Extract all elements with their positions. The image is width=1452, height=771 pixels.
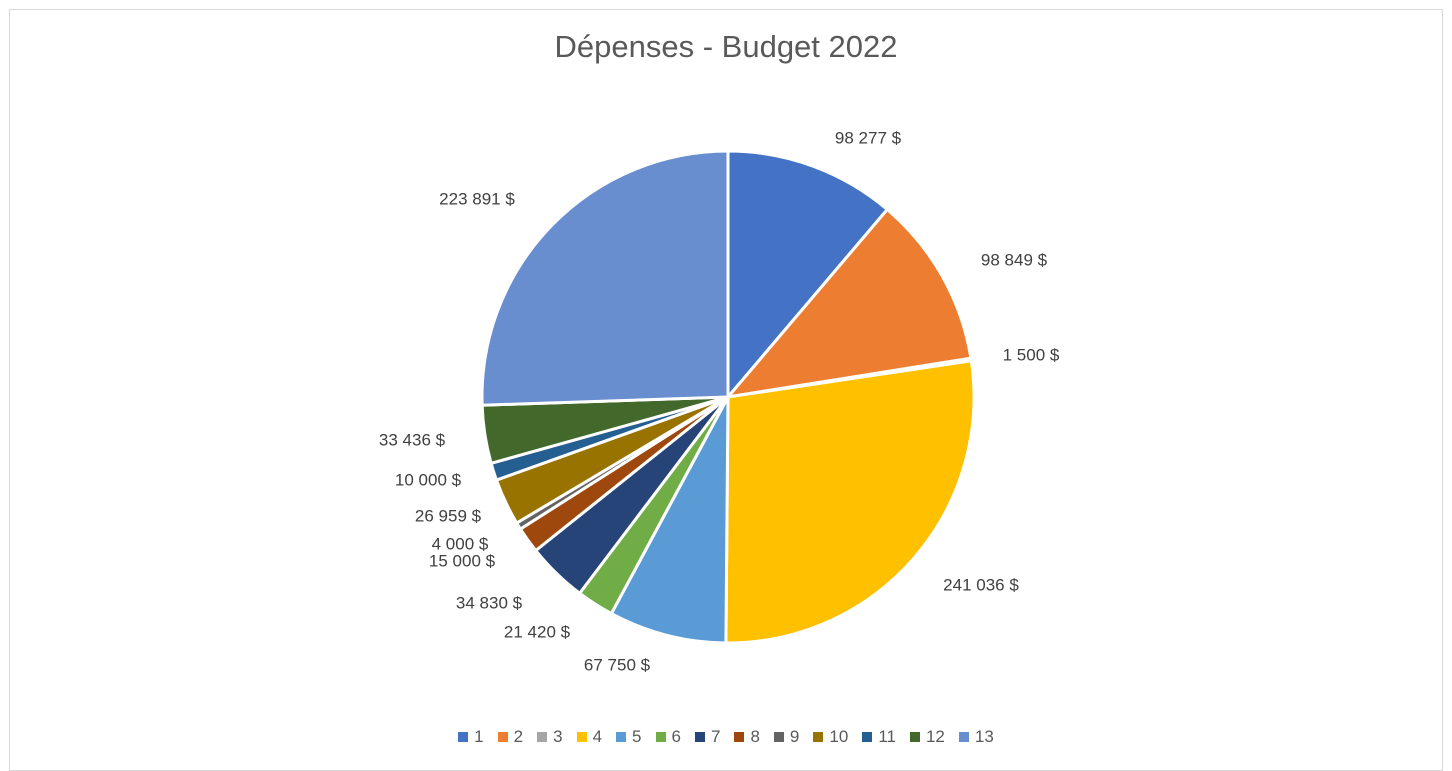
legend-label-2: 2 — [513, 727, 524, 746]
legend-swatch-7 — [694, 732, 705, 742]
data-label-3: 1 500 $ — [1003, 345, 1060, 364]
legend-item-8: 8 — [734, 727, 760, 747]
legend-item-2: 2 — [497, 727, 524, 747]
data-label-4: 241 036 $ — [943, 575, 1019, 594]
legend-label-13: 13 — [974, 727, 994, 746]
legend-item-9: 9 — [773, 727, 800, 747]
pie-slice-13 — [480, 149, 730, 407]
legend-item-13: 13 — [958, 727, 994, 747]
legend-swatch-13 — [958, 732, 969, 742]
legend-swatch-1 — [458, 732, 469, 742]
legend-item-4: 4 — [576, 727, 603, 747]
legend-label-10: 10 — [829, 727, 849, 746]
pie-slice-2 — [724, 207, 973, 400]
legend-label-6: 6 — [671, 727, 681, 746]
legend-swatch-8 — [734, 732, 745, 742]
legend-label-7: 7 — [710, 727, 721, 746]
legend-item-6: 6 — [655, 727, 681, 747]
data-label-7: 34 830 $ — [456, 593, 523, 612]
legend-label-3: 3 — [553, 727, 563, 746]
legend-item-3: 3 — [537, 727, 563, 747]
data-label-13: 223 891 $ — [439, 189, 515, 208]
pie-slice-5 — [609, 396, 730, 645]
legend-swatch-5 — [616, 732, 627, 742]
pie-slice-1 — [726, 149, 890, 402]
legend-label-1: 1 — [474, 727, 484, 746]
data-label-5: 67 750 $ — [584, 655, 651, 674]
legend-item-11: 11 — [862, 727, 896, 747]
chart-title: Dépenses - Budget 2022 — [554, 29, 898, 64]
legend-label-5: 5 — [632, 727, 642, 746]
data-label-8: 15 000 $ — [429, 551, 496, 570]
legend-swatch-3 — [537, 732, 548, 742]
legend-swatch-12 — [909, 732, 920, 742]
pie-slice-4 — [724, 359, 976, 645]
data-label-6: 21 420 $ — [504, 622, 571, 641]
legend-swatch-2 — [497, 732, 508, 742]
data-label-11: 10 000 $ — [395, 470, 462, 489]
data-label-12: 33 436 $ — [379, 430, 446, 449]
legend-item-7: 7 — [694, 727, 721, 747]
data-label-10: 26 959 $ — [415, 506, 482, 525]
data-label-2: 98 849 $ — [981, 250, 1048, 269]
legend-label-12: 12 — [925, 727, 945, 746]
legend-swatch-10 — [813, 732, 824, 742]
legend-item-1: 1 — [458, 727, 484, 747]
chart-legend: 1 2 3 4 5 6 7 8 9 10 11 12 13 — [0, 727, 1452, 747]
legend-swatch-4 — [576, 732, 587, 742]
legend-label-9: 9 — [789, 727, 800, 746]
legend-label-8: 8 — [750, 727, 760, 746]
legend-item-12: 12 — [909, 727, 945, 747]
data-label-9: 4 000 $ — [432, 534, 489, 553]
legend-swatch-11 — [862, 732, 873, 742]
legend-label-11: 11 — [878, 727, 896, 746]
legend-swatch-6 — [655, 732, 666, 742]
legend-item-10: 10 — [813, 727, 848, 747]
legend-label-4: 4 — [592, 727, 603, 746]
legend-item-5: 5 — [616, 727, 642, 747]
legend-swatch-9 — [773, 732, 784, 742]
data-label-1: 98 277 $ — [835, 128, 902, 147]
